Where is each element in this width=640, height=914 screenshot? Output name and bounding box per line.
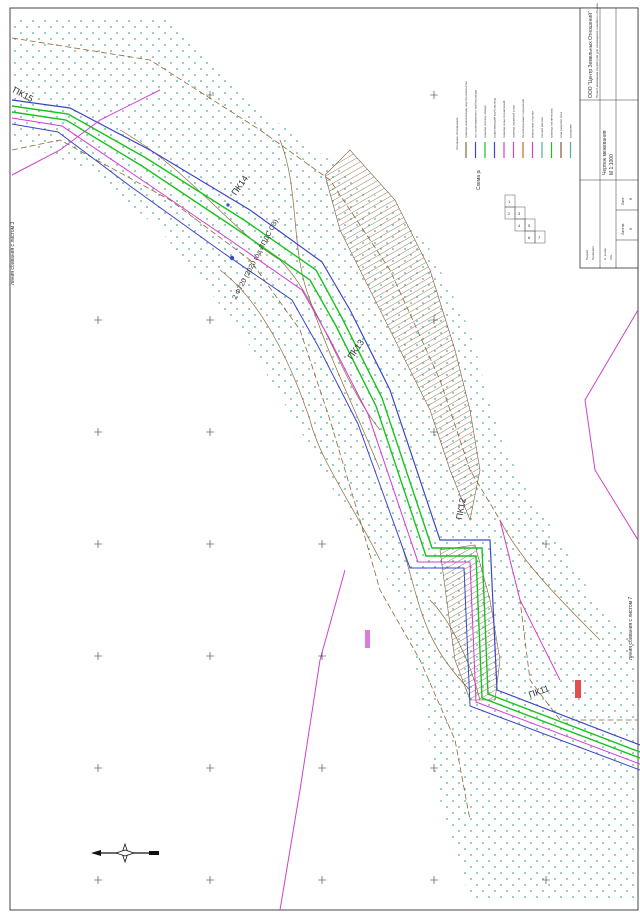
coordinate-grid-crosses — [94, 91, 550, 884]
scheme-sheet-label: 1 — [508, 199, 511, 204]
scheme-sheet-label: 7 — [538, 235, 541, 240]
legend-item: зона вырубки леса — [559, 111, 563, 138]
company-name: ООО "Центр Земельных Отношений" — [587, 11, 594, 98]
marker-magenta — [365, 630, 370, 648]
legend-item: проектируемые сооружения — [521, 98, 525, 138]
legend-item: граница землеотвода под строительство — [464, 81, 468, 138]
picket-label-pk12: ПК12 — [454, 497, 468, 520]
marker-blue-1 — [229, 255, 235, 261]
slope-hatch-upper — [324, 149, 481, 522]
role-label: Разраб. — [585, 249, 589, 260]
marker-blue-2 — [226, 203, 230, 207]
title-block: ООО "Центр Земельных Отношений" Проект м… — [579, 3, 639, 269]
legend-item: кустарник — [569, 124, 573, 138]
cut-boundary-inner — [11, 139, 471, 821]
sheet-label: Лист — [621, 197, 625, 205]
slope-hatch-lower — [439, 544, 501, 701]
sheet-frame — [9, 7, 639, 911]
pipeline-corridor — [11, 99, 640, 771]
legend: Условные обозначения граница землеотвода… — [452, 20, 584, 170]
legend-item: существующий трубопровод — [493, 98, 497, 138]
sheets-label: Листов — [621, 223, 625, 235]
legend-item: граница зоны ограничений — [502, 100, 506, 138]
legend-item: граница охранной зоны — [512, 105, 516, 138]
sheets-total: 9 — [628, 227, 633, 230]
project-title: Проект межевания территории для размещен… — [595, 3, 599, 98]
scheme-sheet-label: 4 — [518, 223, 521, 228]
legend-title: Условные обозначения — [455, 117, 459, 150]
legend-item: ось проектируемого трубопровода — [474, 90, 478, 138]
north-arrow-icon — [91, 842, 159, 864]
match-line-right-label: линия сбивания с листом 7 — [628, 597, 634, 660]
role-label: Проверил — [591, 246, 595, 260]
admin-boundary — [11, 89, 639, 911]
scheme-sheet-label: 5 — [528, 223, 531, 228]
sheet-scale: М 1:1000 — [609, 154, 615, 175]
scheme-sheet-label: 2 — [508, 211, 511, 216]
sheet-number: 6 — [628, 197, 633, 200]
scheme-sheet-label: 3 — [518, 211, 521, 216]
sheet-title: Чертеж межевания — [602, 130, 608, 175]
marker-red — [575, 680, 581, 698]
scheme-sheet-label: 6 — [528, 235, 531, 240]
match-line-left-label: линия сбивания с листом 3 — [10, 222, 16, 285]
legend-item: лесной массив — [540, 117, 544, 138]
legend-item: граница лесничества — [550, 108, 554, 138]
legend-item: граница полосы отвода — [483, 105, 487, 138]
role-label: Утв. — [609, 254, 613, 260]
legend-item: земельные участки — [531, 111, 535, 138]
role-label: Н. контр. — [603, 247, 607, 260]
